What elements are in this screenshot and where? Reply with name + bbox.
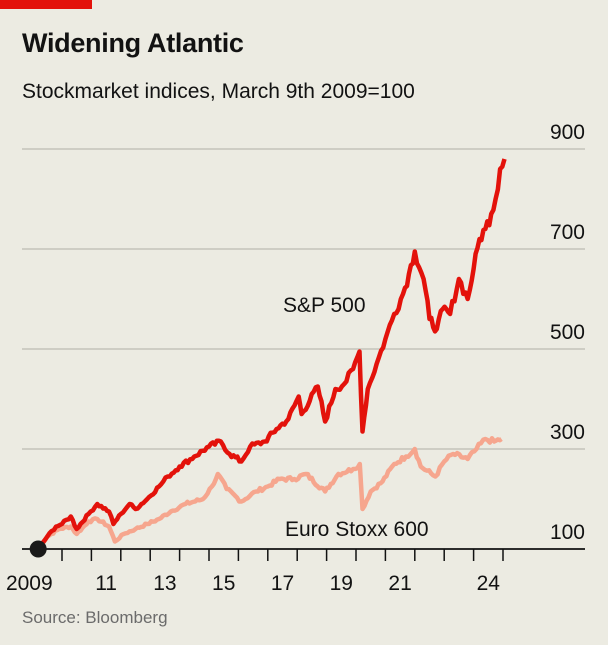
x-tick-label: 2009 (6, 572, 53, 595)
x-tick-label: 13 (153, 572, 176, 595)
chart-title: Widening Atlantic (22, 28, 244, 58)
base-date-marker (29, 540, 47, 558)
sp500-line (36, 158, 507, 551)
y-tick-label: 100 (550, 521, 585, 544)
y-tick-label: 300 (550, 421, 585, 444)
y-tick-label: 500 (550, 321, 585, 344)
x-tick-label: 17 (271, 572, 294, 595)
chart-subtitle: Stockmarket indices, March 9th 2009=100 (22, 80, 415, 103)
y-tick-label: 700 (550, 221, 585, 244)
eurostoxx-label: Euro Stoxx 600 (285, 518, 429, 541)
sp500-label: S&P 500 (283, 294, 366, 317)
x-tick-label: 19 (330, 572, 353, 595)
eurostoxx-line (36, 435, 503, 551)
x-tick-label: 15 (212, 572, 235, 595)
source-note: Source: Bloomberg (22, 608, 168, 627)
x-tick-label: 24 (477, 572, 501, 595)
y-tick-label: 900 (550, 121, 585, 144)
x-tick-label: 21 (388, 572, 411, 595)
x-tick-label: 11 (95, 572, 117, 595)
brand-red-bar (0, 0, 92, 9)
